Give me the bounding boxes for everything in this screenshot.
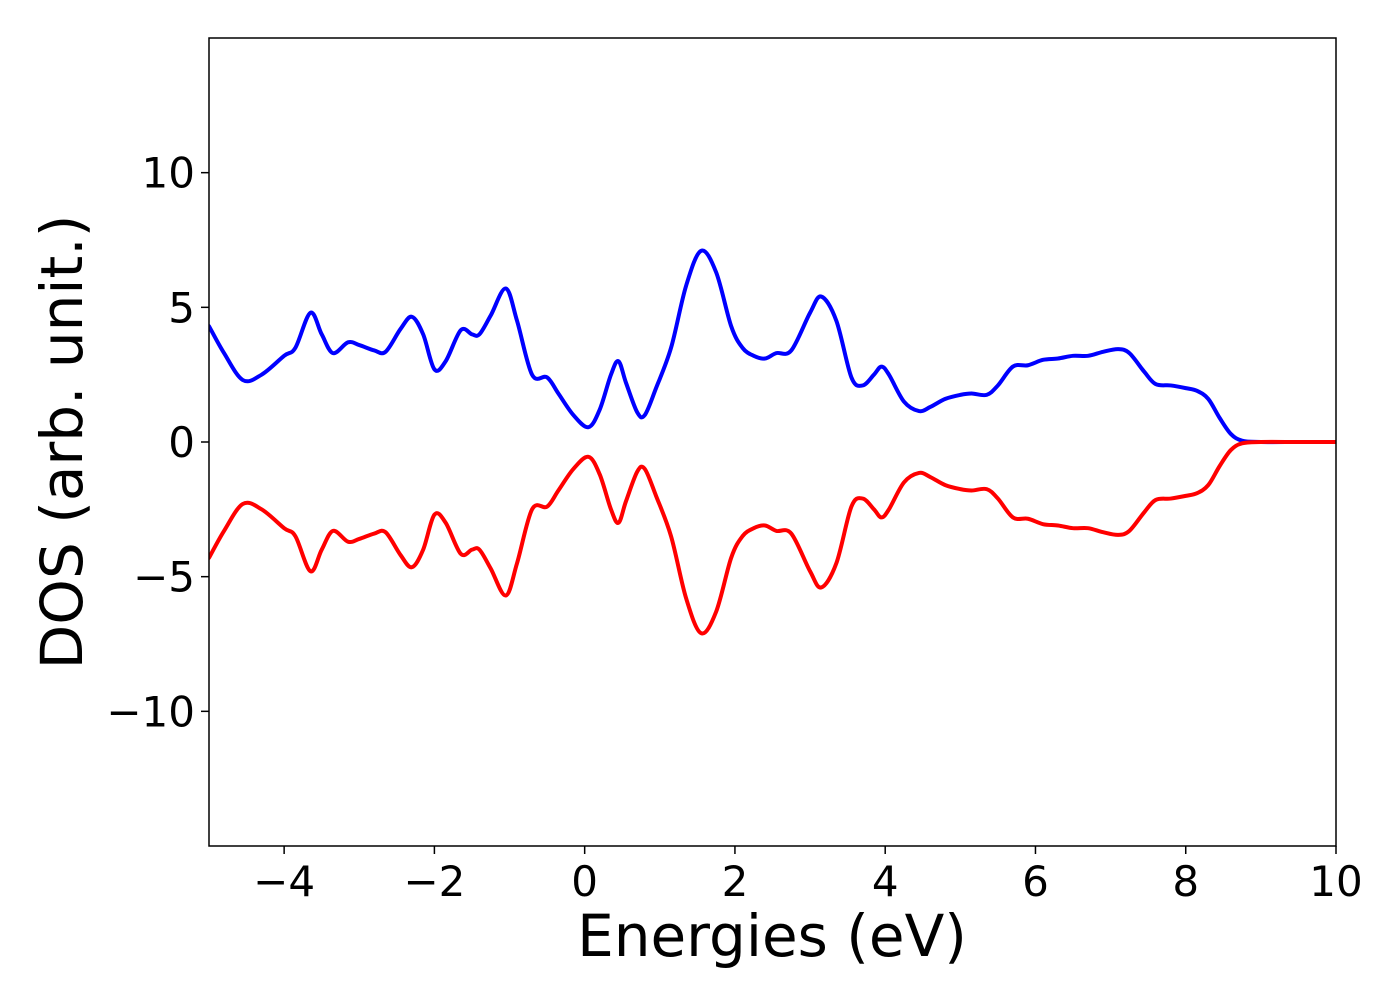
y-tick-label: 10 — [142, 149, 195, 198]
y-tick-label: −5 — [133, 553, 195, 602]
y-tick-label: 5 — [168, 283, 195, 332]
x-tick-label: 2 — [722, 857, 749, 906]
x-tick-label: −2 — [403, 857, 465, 906]
x-tick-label: 4 — [872, 857, 899, 906]
plot-area — [208, 37, 1337, 847]
x-tick-label: −4 — [253, 857, 315, 906]
x-tick-label: 0 — [571, 857, 598, 906]
series-line-0 — [209, 248, 1336, 445]
y-axis-label: DOS (arb. unit.) — [28, 215, 96, 670]
plot-frame — [208, 37, 1337, 847]
x-axis-ticks: −4 −2 0 2 4 6 8 10 — [253, 846, 1363, 906]
y-tick-label: 0 — [168, 418, 195, 467]
series-layer — [209, 248, 1336, 636]
x-axis-label: Energies (eV) — [577, 902, 967, 970]
x-tick-label: 10 — [1309, 857, 1362, 906]
series-line-1 — [209, 439, 1336, 636]
x-tick-label: 8 — [1172, 857, 1199, 906]
y-axis-ticks: −10 −5 0 5 10 — [106, 149, 209, 736]
y-tick-label: −10 — [106, 687, 195, 736]
x-tick-label: 6 — [1022, 857, 1049, 906]
